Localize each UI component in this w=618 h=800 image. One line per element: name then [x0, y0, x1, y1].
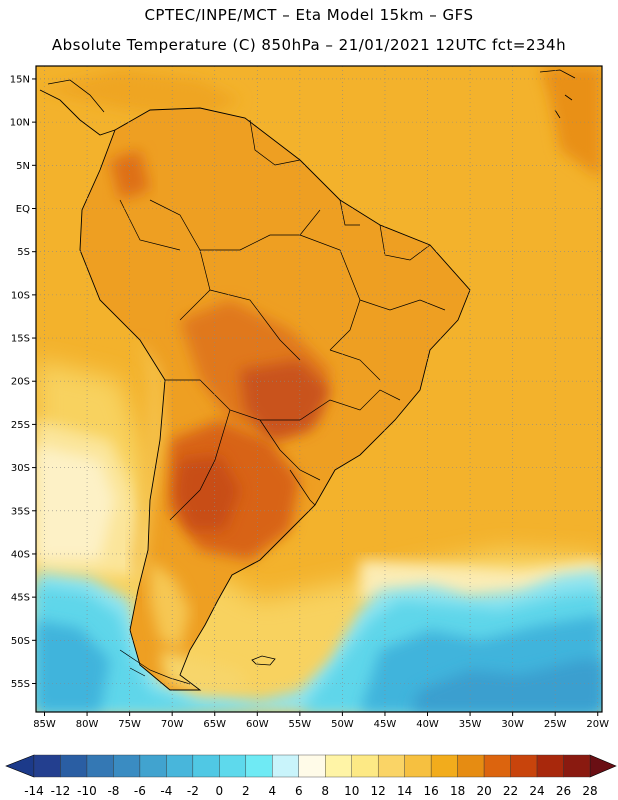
colorbar: -14 -12 -10 -8 -6 -4 -2 0 2 4 6 8 10 12 14 16 18 20 22 24 26…	[5, 754, 617, 798]
lon-label: 75W	[118, 719, 141, 730]
colorbar-label: 26	[556, 784, 571, 798]
colorbar-swatch	[298, 754, 326, 778]
colorbar-swatch	[563, 754, 591, 778]
lat-label: 40S	[11, 549, 30, 560]
lon-label: 60W	[246, 719, 269, 730]
lat-label: 10S	[11, 290, 30, 301]
colorbar-label: 22	[503, 784, 518, 798]
lon-label: 70W	[161, 719, 184, 730]
colorbar-label: -12	[51, 784, 71, 798]
lat-label: 15N	[10, 74, 30, 85]
colorbar-label: 12	[371, 784, 386, 798]
colorbar-label: -14	[24, 784, 44, 798]
lon-label: 25W	[544, 719, 567, 730]
colorbar-swatch	[245, 754, 273, 778]
colorbar-label: 8	[321, 784, 329, 798]
title-line-2: Absolute Temperature (C) 850hPa – 21/01/…	[51, 36, 567, 54]
colorbar-label: -6	[134, 784, 146, 798]
lat-label: 55S	[11, 679, 30, 690]
lon-label: 35W	[459, 719, 482, 730]
colorbar-low-arrow	[5, 754, 35, 778]
colorbar-swatch	[219, 754, 247, 778]
lon-label: 40W	[416, 719, 439, 730]
lon-label: 65W	[203, 719, 226, 730]
colorbar-label: -8	[107, 784, 119, 798]
lat-label: 50S	[11, 636, 30, 647]
colorbar-label: 20	[476, 784, 491, 798]
lat-label: 5N	[16, 161, 30, 172]
colorbar-label: 18	[450, 784, 465, 798]
colorbar-label: -4	[160, 784, 172, 798]
lat-label: 45S	[11, 593, 30, 604]
colorbar-swatch	[33, 754, 61, 778]
colorbar-swatch	[404, 754, 432, 778]
colorbar-label: -10	[77, 784, 97, 798]
colorbar-label: 6	[295, 784, 303, 798]
lon-label: 45W	[374, 719, 397, 730]
country-borders	[119, 119, 446, 521]
lat-label: 10N	[10, 118, 30, 129]
latitude-axis: 15N 10N 5N EQ 5S 10S 15S 20S 25S 30S 35S 40S 45S 50S 5…	[10, 74, 36, 690]
colorbar-swatch	[272, 754, 299, 778]
colorbar-label: 16	[424, 784, 439, 798]
colorbar-swatch	[166, 754, 194, 778]
temperature-field	[36, 66, 602, 712]
colorbar-swatch	[377, 754, 405, 778]
lat-label: 25S	[11, 420, 30, 431]
colorbar-swatch	[351, 754, 379, 778]
lon-label: 85W	[33, 719, 56, 730]
colorbar-swatch	[325, 754, 352, 778]
lon-label: 80W	[76, 719, 99, 730]
colorbar-label: 2	[242, 784, 250, 798]
lon-label: 20W	[586, 719, 609, 730]
lat-label: 35S	[11, 506, 30, 517]
colorbar-label: 0	[216, 784, 224, 798]
lat-label: 5S	[17, 247, 30, 258]
colorbar-label: -2	[187, 784, 199, 798]
lon-label: 30W	[501, 719, 524, 730]
colorbar-swatch	[192, 754, 220, 778]
map-frame	[35, 65, 603, 713]
colorbar-swatch	[457, 754, 485, 778]
colorbar-label: 24	[529, 784, 544, 798]
colorbar-label: 28	[582, 784, 597, 798]
lat-label: 20S	[11, 377, 30, 388]
colorbar-swatch	[510, 754, 538, 778]
colorbar-swatch	[139, 754, 167, 778]
lat-label: 30S	[11, 463, 30, 474]
colorbar-swatch	[483, 754, 511, 778]
colorbar-high-arrow	[589, 754, 617, 778]
colorbar-swatch	[60, 754, 88, 778]
colorbar-label: 10	[344, 784, 359, 798]
lat-label: 15S	[11, 334, 30, 345]
lon-label: 55W	[289, 719, 312, 730]
title-line-1: CPTEC/INPE/MCT – Eta Model 15km – GFS	[144, 6, 474, 24]
lat-label: EQ	[16, 204, 30, 215]
colorbar-swatch	[430, 754, 458, 778]
colorbar-swatch	[86, 754, 114, 778]
colorbar-label: 14	[397, 784, 412, 798]
colorbar-swatch	[536, 754, 564, 778]
colorbar-swatch	[113, 754, 141, 778]
lon-label: 50W	[331, 719, 354, 730]
longitude-axis: 85W 80W 75W 70W 65W 60W 55W 50W 45W 40W 35W 30W 25W 2…	[33, 712, 609, 730]
colorbar-label: 4	[268, 784, 276, 798]
